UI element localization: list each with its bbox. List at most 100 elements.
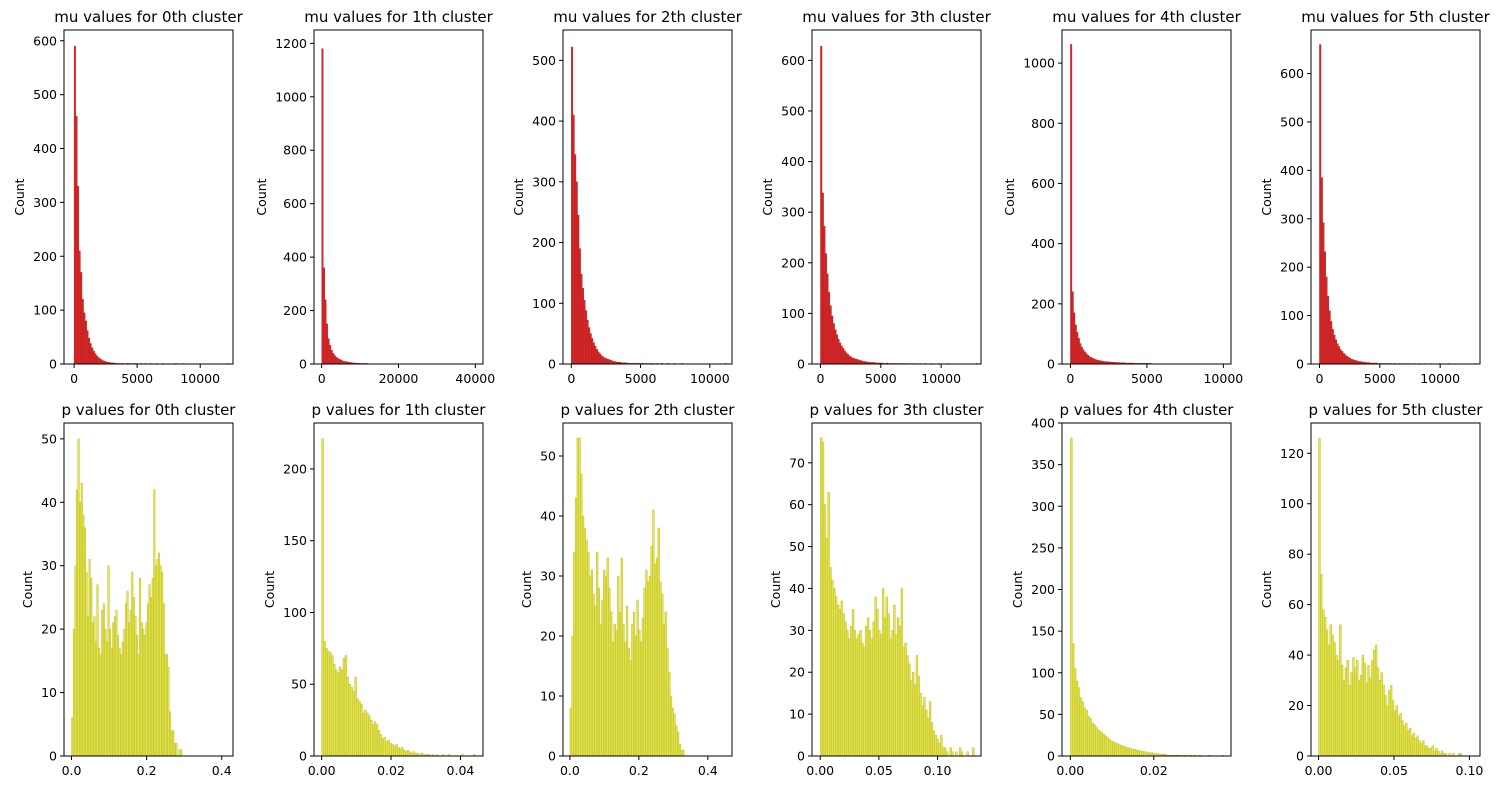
histogram-bar (842, 613, 845, 757)
x-tick-label: 10000 (1203, 371, 1243, 386)
histogram-bar (1087, 355, 1089, 365)
histogram-bar (589, 575, 592, 757)
histogram-bar (627, 647, 630, 757)
y-tick-label: 0 (49, 749, 57, 764)
histogram-bar (1097, 729, 1100, 757)
histogram-bar (587, 551, 590, 757)
histogram-bar (1337, 659, 1340, 757)
y-tick-label: 300 (781, 205, 805, 220)
bars (1070, 437, 1225, 757)
histogram-bar (585, 539, 588, 757)
histogram-bar (851, 357, 854, 365)
histogram-bar (375, 724, 379, 757)
y-tick-label: 100 (33, 303, 57, 318)
y-tick-label: 800 (1031, 116, 1055, 131)
histogram-bar (1079, 697, 1083, 757)
y-tick-label: 0 (299, 357, 307, 372)
histogram-bar (139, 578, 142, 757)
histogram-bar (131, 571, 134, 757)
histogram-bar (74, 565, 77, 757)
histogram-bar (955, 751, 958, 757)
histogram-bar (1431, 745, 1434, 757)
histogram-bar (863, 646, 866, 757)
histogram-bar (169, 711, 172, 757)
histogram-bar (617, 575, 620, 757)
histogram-bar (622, 623, 625, 757)
histogram-bar (377, 729, 381, 757)
histogram-bar (325, 648, 328, 757)
x-tick-label: 0.05 (865, 763, 893, 778)
y-tick-label: 50 (291, 677, 307, 692)
y-axis-label: Count (20, 571, 35, 608)
bars (1319, 44, 1477, 365)
histogram-bar (354, 676, 357, 757)
histogram-bar (669, 695, 673, 757)
histogram-bar (840, 345, 843, 365)
histogram-bar (336, 358, 339, 365)
y-tick-label: 30 (540, 569, 556, 584)
histogram-bar (1322, 222, 1325, 365)
histogram-bar (76, 489, 79, 757)
histogram-bar (1093, 724, 1096, 757)
histogram-bar (331, 655, 334, 757)
histogram-bar (940, 734, 943, 757)
histogram-bar (135, 635, 138, 757)
histogram-bar (675, 725, 678, 757)
histogram-bar (342, 658, 346, 757)
y-axis-label: Count (1259, 571, 1274, 608)
x-tick-label: 0 (567, 371, 575, 386)
histogram-bar (350, 686, 353, 757)
histogram-bar (680, 749, 683, 757)
histogram-bar (943, 747, 947, 757)
y-tick-label: 600 (283, 196, 307, 211)
histogram-bar (324, 299, 327, 365)
histogram-bar (603, 569, 606, 757)
histogram-bar (837, 339, 840, 365)
x-tick-label: 5000 (1364, 371, 1396, 386)
histogram-bar (77, 438, 80, 757)
y-tick-label: 800 (283, 143, 307, 158)
y-tick-label: 400 (33, 141, 57, 156)
histogram-bar (590, 569, 593, 757)
histogram-bar (1112, 741, 1115, 757)
histogram-bar (360, 704, 363, 757)
x-tick-label: 0.10 (924, 763, 952, 778)
histogram-bar (824, 253, 827, 365)
y-axis-label: Count (1259, 178, 1274, 215)
histogram-bar (832, 323, 835, 365)
histogram-bar (1345, 356, 1348, 365)
bars (321, 48, 476, 365)
x-tick-label: 0.00 (806, 763, 834, 778)
histogram-bar (610, 611, 613, 757)
histogram-bar (572, 114, 575, 365)
x-tick-label: 5000 (1131, 371, 1163, 386)
y-tick-label: 40 (1288, 648, 1304, 663)
y-tick-label: 1000 (275, 89, 307, 104)
x-tick-label: 10000 (180, 371, 220, 386)
histogram-bar (1365, 682, 1368, 757)
subplot-p-0: 0 10 20 30 40 50 0.0 0.2 0.4 p values for 0th clu… (20, 401, 236, 778)
histogram-bar (898, 625, 902, 757)
x-tick-label: 0 (318, 371, 326, 386)
histogram-bar (838, 609, 842, 757)
histogram-bar (634, 635, 637, 757)
y-tick-label: 50 (789, 539, 805, 554)
y-tick-label: 300 (1031, 499, 1055, 514)
histogram-bar (1386, 705, 1389, 757)
x-tick-label: 0 (1315, 371, 1323, 386)
histogram-bar (339, 359, 342, 365)
histogram-bar (1346, 659, 1349, 757)
bars (1070, 44, 1224, 365)
subplot-title: mu values for 5th cluster (1301, 8, 1490, 26)
histogram-bar (1093, 358, 1096, 365)
histogram-bar (1118, 744, 1121, 757)
histogram-bar (585, 310, 588, 365)
histogram-bar (107, 565, 110, 757)
histogram-bar (844, 621, 847, 757)
histogram-bar (338, 666, 342, 757)
histogram-bar (1429, 748, 1432, 757)
subplot-title: mu values for 4th cluster (1052, 8, 1241, 26)
histogram-bar (677, 731, 680, 757)
histogram-bar (821, 192, 824, 365)
histogram-bar (850, 356, 853, 365)
